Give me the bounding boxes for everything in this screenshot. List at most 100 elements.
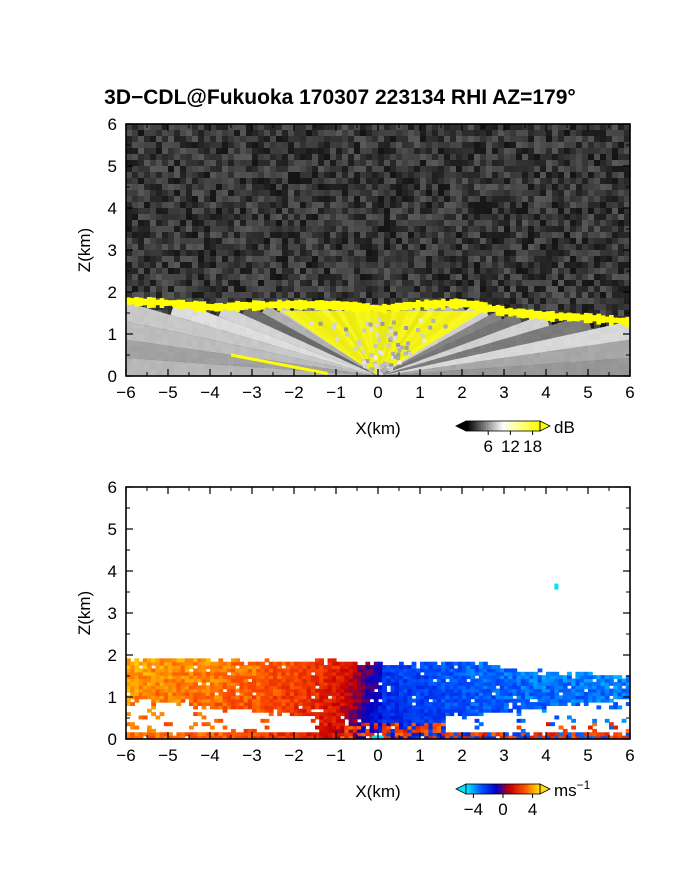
- velocity-cell: [214, 732, 219, 737]
- noise-cell: [174, 124, 180, 130]
- noise-cell: [426, 286, 432, 292]
- core-speckle: [404, 325, 409, 330]
- velocity-cell: [226, 735, 232, 739]
- noise-cell: [504, 232, 510, 238]
- noise-cell: [186, 268, 192, 274]
- signal-beam: [218, 305, 378, 376]
- noise-cell: [588, 256, 594, 262]
- velocity-cell: [147, 725, 152, 730]
- noise-cell: [498, 292, 504, 298]
- signal-beam: [261, 304, 378, 376]
- velocity-cell: [197, 702, 203, 706]
- velocity-cell: [142, 668, 148, 673]
- velocity-cell: [285, 732, 291, 737]
- noise-cell: [474, 250, 480, 256]
- signal-beam: [126, 357, 378, 376]
- velocity-cell: [189, 685, 194, 690]
- velocity-cell: [260, 668, 266, 673]
- noise-cell: [228, 154, 234, 160]
- noise-cell: [558, 196, 564, 202]
- noise-cell: [360, 160, 366, 166]
- velocity-cell: [134, 658, 140, 663]
- noise-cell: [456, 154, 462, 160]
- noise-cell: [396, 160, 402, 166]
- noise-cell: [282, 226, 288, 232]
- noise-cell: [342, 154, 348, 160]
- velocity-cell: [306, 708, 312, 713]
- noise-cell: [408, 190, 414, 196]
- noise-cell: [234, 274, 240, 280]
- noise-cell: [186, 244, 192, 250]
- noise-cell: [420, 178, 426, 184]
- noise-cell: [204, 190, 210, 196]
- noise-cell: [420, 154, 426, 160]
- noise-cell: [174, 250, 180, 256]
- noise-cell: [588, 262, 594, 268]
- noise-cell: [162, 268, 168, 274]
- velocity-cell: [159, 712, 165, 717]
- velocity-cell: [352, 735, 358, 739]
- noise-cell: [198, 220, 204, 226]
- velocity-cell: [256, 665, 261, 670]
- noise-cell: [492, 178, 498, 184]
- noise-cell: [498, 286, 504, 292]
- noise-cell: [162, 166, 168, 172]
- noise-cell: [480, 286, 486, 292]
- core-speckle: [389, 363, 394, 368]
- velocity-cell: [210, 695, 215, 700]
- velocity-cell: [294, 732, 299, 737]
- noise-cell: [486, 280, 492, 286]
- noise-cell: [390, 244, 396, 250]
- velocity-cell: [252, 698, 257, 703]
- velocity-cell: [306, 678, 312, 683]
- velocity-cell: [247, 702, 253, 706]
- noise-cell: [456, 124, 462, 130]
- noise-cell: [300, 226, 306, 232]
- velocity-cell: [306, 735, 312, 739]
- colorbar-tick-label: 6: [483, 437, 492, 456]
- high-signal-band: [197, 301, 203, 312]
- noise-cell: [474, 244, 480, 250]
- velocity-cell: [352, 732, 358, 737]
- velocity-cell: [344, 671, 350, 676]
- noise-cell: [246, 154, 252, 160]
- noise-cell: [168, 196, 174, 202]
- noise-cell: [570, 232, 576, 238]
- velocity-cell: [226, 698, 232, 703]
- noise-cell: [408, 232, 414, 238]
- noise-cell: [144, 226, 150, 232]
- noise-cell: [600, 124, 606, 130]
- noise-cell: [294, 256, 300, 262]
- velocity-cell: [218, 675, 224, 680]
- noise-cell: [204, 202, 210, 208]
- velocity-cell: [327, 728, 333, 733]
- velocity-cell: [306, 661, 312, 666]
- noise-cell: [402, 268, 408, 274]
- velocity-cell: [180, 732, 186, 737]
- noise-cell: [288, 256, 294, 262]
- velocity-cell: [285, 688, 291, 693]
- noise-cell: [294, 148, 300, 154]
- noise-cell: [414, 286, 420, 292]
- velocity-cell: [205, 698, 211, 703]
- noise-cell: [336, 166, 342, 172]
- x-tick-label: 4: [541, 383, 550, 402]
- velocity-cell: [298, 708, 303, 713]
- noise-cell: [270, 274, 276, 280]
- noise-cell: [324, 280, 330, 286]
- noise-cell: [408, 124, 414, 130]
- velocity-cell: [226, 685, 232, 690]
- noise-cell: [552, 232, 558, 238]
- colorbar-swatch: [478, 421, 482, 431]
- noise-cell: [348, 244, 354, 250]
- noise-cell: [396, 298, 402, 304]
- velocity-cell: [277, 678, 282, 683]
- velocity-cell: [138, 661, 144, 666]
- noise-cell: [606, 184, 612, 190]
- noise-cell: [138, 202, 144, 208]
- noise-cell: [396, 238, 402, 244]
- velocity-cell: [151, 698, 156, 703]
- velocity-cell: [323, 675, 329, 680]
- noise-cell: [234, 268, 240, 274]
- velocity-cell: [142, 661, 148, 666]
